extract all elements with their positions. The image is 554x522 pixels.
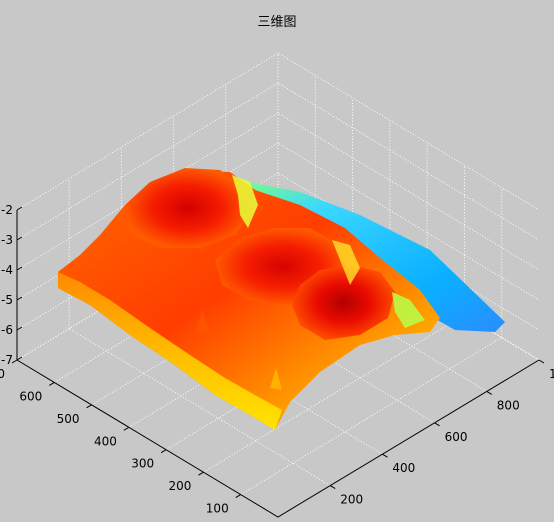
surface-seam-3: [392, 292, 425, 328]
surface-spike-2: [270, 368, 282, 390]
x-tick-label: 800: [497, 398, 520, 412]
z-tick-label: -2: [1, 203, 13, 217]
z-tick-mark: [16, 236, 23, 241]
x-axis-ticks: 200 400 600 800 1000: [329, 359, 554, 507]
y-tick-label: 300: [131, 457, 154, 471]
x-tick-mark: [434, 422, 440, 427]
floor-front-edges: [16, 359, 540, 518]
z-tick-label: -4: [1, 263, 13, 277]
z-tick-label: -7: [1, 353, 13, 367]
surface-seam-1: [232, 175, 258, 228]
surface: [58, 168, 505, 430]
z-tick-label: -3: [1, 233, 13, 247]
y-tick-label: 500: [57, 412, 80, 426]
y-tick-mark: [86, 404, 92, 409]
z-tick-mark: [16, 206, 23, 211]
x-tick-label: 400: [392, 461, 415, 475]
y-tick-mark: [11, 359, 18, 364]
surface-spike-1: [196, 310, 210, 334]
grid-line: [16, 112, 540, 271]
grid-line: [16, 82, 540, 241]
y-tick-mark: [160, 449, 167, 454]
y-axis-ticks: 100 200 300 400 500 600 700: [0, 359, 241, 516]
x-tick-mark: [329, 485, 336, 490]
back-wall-right: [280, 45, 539, 348]
y-tick-label: 200: [169, 479, 192, 493]
surface-front-edge: [58, 272, 282, 430]
grid-line: [16, 142, 540, 301]
y-tick-label: 100: [206, 502, 229, 516]
grid-line: [16, 52, 540, 211]
z-tick-mark: [16, 266, 23, 271]
y-tick-mark: [49, 381, 55, 386]
z-tick-mark: [16, 326, 23, 331]
x-tick-label: 1000: [549, 367, 554, 381]
x-tick-label: 200: [340, 493, 363, 507]
y-tick-mark: [235, 494, 241, 499]
y-tick-mark: [123, 426, 130, 431]
x-tick-label: 600: [445, 430, 468, 444]
z-tick-mark: [16, 356, 23, 361]
z-tick-label: -6: [1, 323, 13, 337]
y-tick-label: 700: [0, 367, 5, 381]
y-tick-label: 600: [19, 389, 42, 403]
axes-box: [16, 210, 540, 518]
x-tick-mark: [486, 390, 493, 395]
x-tick-mark: [538, 359, 545, 364]
y-tick-label: 400: [94, 434, 117, 448]
chart-title: 三维图: [257, 15, 296, 30]
z-axis-ticks: -2 -3 -4 -5 -6 -7: [1, 203, 23, 367]
z-tick-mark: [16, 296, 23, 301]
surface-ridge-3: [292, 265, 395, 340]
surface-ridge-1: [125, 168, 250, 248]
surface-seam-2: [332, 240, 360, 285]
z-tick-label: -5: [1, 293, 13, 307]
x-tick-mark: [382, 453, 388, 458]
y-tick-mark: [198, 471, 204, 476]
